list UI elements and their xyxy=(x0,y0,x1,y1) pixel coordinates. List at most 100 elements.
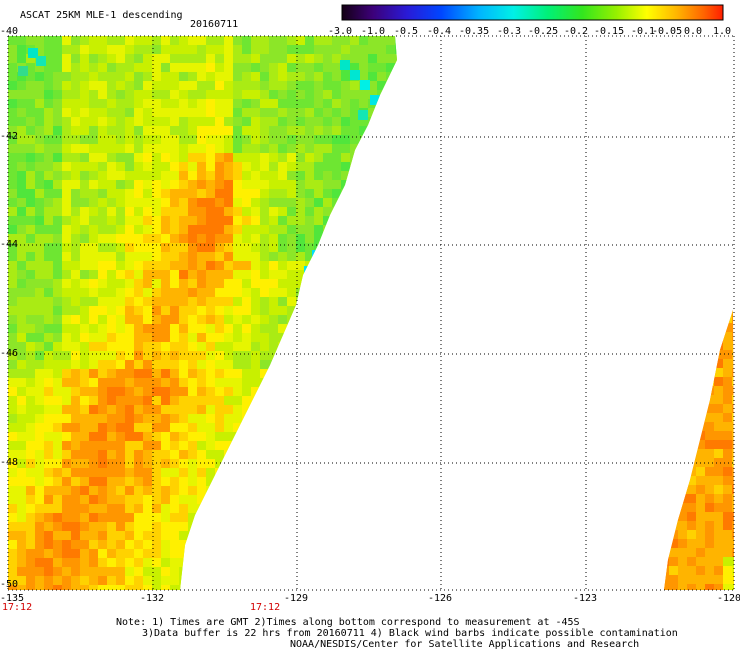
swath-cell xyxy=(269,252,278,261)
swath-cell xyxy=(332,378,341,387)
swath-cell xyxy=(669,323,678,332)
swath-cell xyxy=(714,341,723,350)
swath-cell xyxy=(26,99,35,108)
swath-cell xyxy=(341,234,350,243)
swath-cell xyxy=(224,423,233,432)
swath-cell xyxy=(53,585,62,590)
swath-cell xyxy=(296,63,305,72)
swath-cell xyxy=(134,288,143,297)
swath-cell xyxy=(170,225,179,234)
swath-cell xyxy=(80,90,89,99)
swath-cell xyxy=(161,198,170,207)
swath-cell xyxy=(251,324,260,333)
swath-cell xyxy=(62,90,71,99)
swath-cell xyxy=(134,378,143,387)
swath-cell xyxy=(260,441,269,450)
swath-cell xyxy=(71,270,80,279)
swath-cell xyxy=(98,315,107,324)
swath-cell xyxy=(305,522,314,531)
swath-cell xyxy=(696,539,705,548)
swath-cell xyxy=(296,342,305,351)
swath-cell xyxy=(359,522,368,531)
swath-cell xyxy=(278,270,287,279)
swath-cell xyxy=(8,558,17,567)
swath-cell xyxy=(125,450,134,459)
swath-cell xyxy=(8,540,17,549)
swath-cell xyxy=(358,110,368,120)
swath-cell xyxy=(278,117,287,126)
swath-cell xyxy=(89,126,98,135)
swath-cell xyxy=(161,90,170,99)
swath-cell xyxy=(17,117,26,126)
swath-cell xyxy=(687,449,696,458)
swath-cell xyxy=(17,432,26,441)
swath-cell xyxy=(116,135,125,144)
swath-cell xyxy=(89,477,98,486)
swath-cell xyxy=(260,558,269,567)
swath-cell xyxy=(152,117,161,126)
swath-cell xyxy=(161,567,170,576)
swath-cell xyxy=(732,584,734,590)
swath-cell xyxy=(278,522,287,531)
swath-cell xyxy=(350,576,359,585)
swath-cell xyxy=(368,45,377,54)
swath-cell xyxy=(251,405,260,414)
swath-cell xyxy=(170,540,179,549)
swath-cell xyxy=(80,243,89,252)
swath-cell xyxy=(224,567,233,576)
swath-cell xyxy=(332,369,341,378)
swath-cell xyxy=(134,549,143,558)
swath-cell xyxy=(197,441,206,450)
swath-cell xyxy=(705,332,714,341)
swath-cell xyxy=(395,198,397,207)
swath-cell xyxy=(359,162,368,171)
swath-cell xyxy=(723,332,732,341)
swath-cell xyxy=(269,432,278,441)
swath-cell xyxy=(664,575,669,584)
swath-cell xyxy=(233,387,242,396)
swath-cell xyxy=(197,369,206,378)
swath-cell xyxy=(98,531,107,540)
swath-cell xyxy=(215,297,224,306)
swath-cell xyxy=(368,54,377,63)
swath-cell xyxy=(44,351,53,360)
swath-cell xyxy=(62,207,71,216)
swath-cell xyxy=(332,171,341,180)
swath-cell xyxy=(26,297,35,306)
swath-cell xyxy=(188,513,197,522)
swath-cell xyxy=(314,54,323,63)
swath-cell xyxy=(179,135,188,144)
swath-cell xyxy=(278,36,287,45)
swath-cell xyxy=(368,567,377,576)
swath-cell xyxy=(116,468,125,477)
swath-cell xyxy=(260,360,269,369)
swath-cell xyxy=(80,576,89,585)
swath-cell xyxy=(44,432,53,441)
swath-cell xyxy=(134,486,143,495)
swath-cell xyxy=(696,575,705,584)
swath-cell xyxy=(332,441,341,450)
swath-cell xyxy=(332,72,341,81)
swath-cell xyxy=(170,171,179,180)
swath-cell xyxy=(179,549,188,558)
swath-cell xyxy=(80,378,89,387)
swath-cell xyxy=(368,117,377,126)
swath-cell xyxy=(8,207,17,216)
swath-cell xyxy=(678,314,687,323)
swath-cell xyxy=(197,315,206,324)
swath-cell xyxy=(260,432,269,441)
swath-cell xyxy=(35,360,44,369)
swath-cell xyxy=(134,585,143,590)
swath-cell xyxy=(44,486,53,495)
swath-cell xyxy=(359,414,368,423)
swath-cell xyxy=(386,468,395,477)
swath-cell xyxy=(26,414,35,423)
swath-cell xyxy=(395,189,397,198)
swath-cell xyxy=(89,288,98,297)
swath-cell xyxy=(89,234,98,243)
swath-cell xyxy=(714,548,723,557)
swath-cell xyxy=(723,413,732,422)
swath-cell xyxy=(287,180,296,189)
swath-cell xyxy=(143,90,152,99)
swath-cell xyxy=(80,495,89,504)
